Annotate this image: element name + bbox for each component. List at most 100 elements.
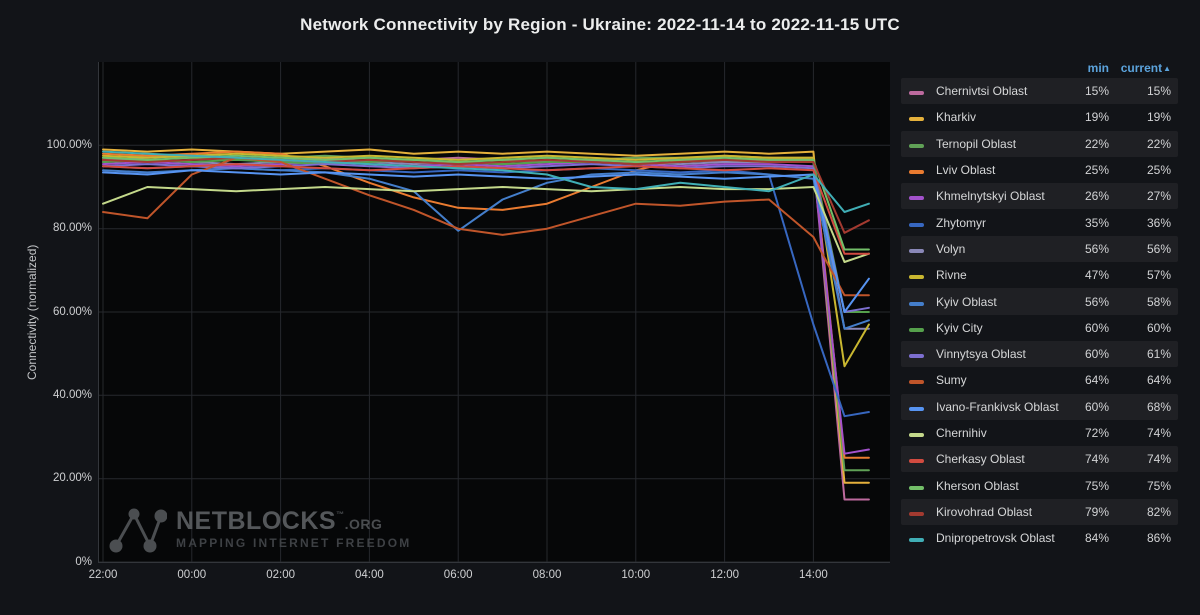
series-line-kyiv-oblast	[102, 167, 870, 330]
series-line-lviv-oblast	[102, 150, 870, 459]
page-title: Network Connectivity by Region - Ukraine…	[300, 15, 900, 34]
legend-series-name: Zhytomyr	[936, 215, 987, 230]
legend-series-name: Vinnytsya Oblast	[936, 347, 1026, 362]
legend-row-ternopil-oblast[interactable]: Ternopil Oblast 22% 22%	[901, 130, 1178, 157]
series-line-rivne	[102, 152, 870, 368]
legend-series-name: Kherson Oblast	[936, 478, 1019, 493]
legend-min-value: 60%	[1084, 347, 1109, 362]
series-line-ternopil-oblast	[102, 154, 870, 472]
series-line-zhytomyr	[102, 165, 870, 418]
legend-current-value: 86%	[1146, 531, 1171, 546]
series-line-volyn	[102, 158, 870, 330]
legend-current-value: 19%	[1146, 110, 1171, 125]
legend-row-lviv-oblast[interactable]: Lviv Oblast 25% 25%	[901, 157, 1178, 183]
series-line-cherkasy-oblast	[102, 163, 870, 255]
legend-current-value: 36%	[1146, 215, 1171, 230]
legend-series-name: Kyiv City	[936, 320, 983, 335]
legend-row-kyiv-city[interactable]: Kyiv City 60% 60%	[901, 315, 1178, 341]
legend-swatch	[909, 426, 936, 440]
legend-current-value: 25%	[1146, 163, 1171, 178]
legend-current-value: 57%	[1146, 268, 1171, 283]
y-tick-label: 60.00%	[52, 305, 92, 318]
legend-swatch	[909, 189, 936, 203]
legend-min-value: 75%	[1084, 478, 1109, 493]
legend-min-value: 79%	[1084, 504, 1109, 519]
legend-header: min current▲	[901, 57, 1178, 78]
series-line-khmelnytskyi-oblast	[102, 161, 870, 455]
series-line-chernihiv	[102, 186, 870, 263]
legend-row-kharkiv[interactable]: Kharkiv 19% 19%	[901, 104, 1178, 130]
legend-swatch	[909, 479, 936, 493]
legend-min-value: 26%	[1084, 189, 1109, 204]
legend-series-name: Dnipropetrovsk Oblast	[936, 531, 1055, 546]
legend-current-value: 58%	[1146, 294, 1171, 309]
legend-min-value: 72%	[1084, 426, 1109, 440]
legend-series-name: Kirovohrad Oblast	[936, 504, 1033, 519]
legend-min-value: 60%	[1084, 320, 1109, 335]
legend-swatch	[909, 84, 936, 98]
legend-swatch	[909, 216, 936, 230]
legend-swatch	[909, 137, 936, 151]
legend-row-cherkasy-oblast[interactable]: Cherkasy Oblast 74% 74%	[901, 446, 1178, 473]
x-tick-label: 06:00	[443, 569, 473, 581]
legend-series-name: Volyn	[936, 241, 966, 256]
series-line-dnipropetrovsk-oblast	[102, 150, 870, 213]
x-tick-label: 02:00	[266, 569, 295, 581]
legend-row-kirovohrad-oblast[interactable]: Kirovohrad Oblast 79% 82%	[901, 498, 1178, 526]
legend-min-value: 56%	[1084, 294, 1109, 309]
legend-swatch	[909, 531, 936, 545]
legend-current-value: 56%	[1146, 241, 1171, 256]
legend-min-value: 64%	[1084, 373, 1109, 388]
x-tick-label: 00:00	[177, 569, 207, 581]
legend-row-ivano-frankivsk-oblast[interactable]: Ivano-Frankivsk Oblast 60% 68%	[901, 393, 1178, 420]
series-line-kherson-oblast	[102, 154, 870, 251]
legend-series-name: Ternopil Oblast	[936, 136, 1017, 151]
legend-swatch	[909, 452, 936, 466]
legend-min-value: 74%	[1084, 452, 1109, 467]
y-tick-label: 0%	[75, 555, 92, 568]
legend-current-value: 64%	[1146, 373, 1171, 388]
legend-row-rivne[interactable]: Rivne 47% 57%	[901, 262, 1178, 288]
x-tick-label: 12:00	[710, 569, 739, 581]
legend-series-name: Sumy	[936, 373, 967, 388]
legend-min-value: 22%	[1084, 136, 1109, 151]
legend-row-sumy[interactable]: Sumy 64% 64%	[901, 367, 1178, 393]
legend-row-kyiv-oblast[interactable]: Kyiv Oblast 56% 58%	[901, 288, 1178, 315]
x-tick-label: 10:00	[621, 569, 651, 581]
legend-swatch	[909, 347, 936, 361]
legend-swatch	[909, 163, 936, 177]
legend-row-chernivtsi-oblast[interactable]: Chernivtsi Oblast 15% 15%	[901, 78, 1178, 105]
legend-series-name: Khmelnytskyi Oblast	[936, 189, 1045, 204]
legend-min-value: 84%	[1084, 531, 1109, 546]
legend-min-value: 35%	[1084, 215, 1109, 230]
series-line-vinnytsya-oblast	[102, 163, 870, 313]
legend-current-value: 60%	[1146, 320, 1171, 335]
legend-min-value: 47%	[1084, 268, 1109, 283]
legend-current-value: 27%	[1146, 189, 1171, 204]
legend-row-volyn[interactable]: Volyn 56% 56%	[901, 235, 1178, 263]
x-tick-label: 22:00	[88, 569, 118, 581]
legend-row-chernihiv[interactable]: Chernihiv 72% 74%	[901, 420, 1178, 446]
legend-table: min current▲ Chernivtsi Oblast 15% 15% Khar…	[901, 57, 1178, 551]
y-tick-label: 80.00%	[52, 222, 92, 235]
legend-row-dnipropetrovsk-oblast[interactable]: Dnipropetrovsk Oblast 84% 86%	[901, 525, 1178, 551]
legend-header-min[interactable]: min	[1087, 60, 1109, 75]
legend-header-current[interactable]: current▲	[1120, 60, 1171, 75]
chart-plot-area[interactable]	[98, 62, 890, 563]
legend-swatch	[909, 110, 936, 124]
sort-asc-icon: ▲	[1163, 63, 1171, 73]
legend-row-khmelnytskyi-oblast[interactable]: Khmelnytskyi Oblast 26% 27%	[901, 183, 1178, 210]
legend-current-value: 74%	[1146, 426, 1171, 440]
legend-series-name: Kyiv Oblast	[936, 294, 997, 309]
legend-row-zhytomyr[interactable]: Zhytomyr 35% 36%	[901, 209, 1178, 235]
x-tick-label: 08:00	[532, 569, 562, 581]
legend-current-value: 75%	[1146, 478, 1171, 493]
y-tick-label: 20.00%	[52, 472, 92, 485]
legend-row-kherson-oblast[interactable]: Kherson Oblast 75% 75%	[901, 472, 1178, 498]
x-tick-label: 14:00	[799, 569, 828, 581]
x-tick-label: 04:00	[355, 569, 384, 581]
y-tick-label: 40.00%	[52, 388, 92, 401]
legend-min-value: 25%	[1084, 163, 1109, 178]
legend-min-value: 60%	[1084, 399, 1109, 414]
legend-row-vinnytsya-oblast[interactable]: Vinnytsya Oblast 60% 61%	[901, 340, 1178, 368]
